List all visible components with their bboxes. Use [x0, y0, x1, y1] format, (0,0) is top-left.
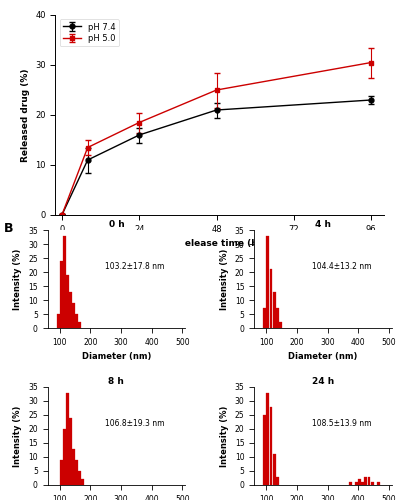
Title: 8 h: 8 h: [109, 377, 124, 386]
Bar: [72, 448, 75, 485]
Bar: [355, 482, 358, 485]
Bar: [267, 236, 269, 328]
Bar: [63, 429, 66, 485]
Bar: [267, 392, 269, 485]
X-axis label: Diameter (nm): Diameter (nm): [82, 352, 151, 362]
Bar: [362, 482, 364, 485]
Bar: [66, 275, 69, 328]
Title: 4 h: 4 h: [315, 220, 331, 229]
Bar: [69, 418, 72, 485]
Bar: [66, 392, 69, 485]
Bar: [367, 476, 370, 485]
Bar: [270, 406, 272, 485]
Bar: [263, 415, 267, 485]
Title: 0 h: 0 h: [109, 220, 124, 229]
Bar: [60, 460, 63, 485]
Text: 106.8±19.3 nm: 106.8±19.3 nm: [105, 419, 165, 428]
Bar: [81, 480, 84, 485]
Y-axis label: Intensity (%): Intensity (%): [13, 406, 23, 466]
Bar: [279, 322, 282, 328]
Text: B: B: [4, 222, 13, 235]
Bar: [358, 480, 361, 485]
Y-axis label: Released drug (%): Released drug (%): [21, 68, 30, 162]
Bar: [270, 269, 272, 328]
Legend: pH 7.4, pH 5.0: pH 7.4, pH 5.0: [60, 19, 119, 46]
Text: 108.5±13.9 nm: 108.5±13.9 nm: [312, 419, 371, 428]
Text: A: A: [16, 0, 26, 2]
Bar: [364, 476, 367, 485]
Bar: [57, 314, 60, 328]
Bar: [272, 292, 276, 328]
Bar: [272, 454, 276, 485]
Bar: [75, 314, 78, 328]
Title: 24 h: 24 h: [312, 377, 334, 386]
Bar: [78, 322, 81, 328]
Bar: [72, 303, 75, 328]
Bar: [75, 460, 78, 485]
Bar: [78, 471, 81, 485]
Text: 103.2±17.8 nm: 103.2±17.8 nm: [105, 262, 165, 271]
Bar: [263, 308, 267, 328]
Y-axis label: Intensity (%): Intensity (%): [220, 406, 229, 466]
Bar: [69, 292, 72, 328]
Bar: [349, 482, 352, 485]
Bar: [60, 261, 63, 328]
Bar: [276, 476, 278, 485]
Bar: [377, 482, 380, 485]
Bar: [276, 308, 278, 328]
X-axis label: Diameter (nm): Diameter (nm): [288, 352, 358, 362]
Bar: [371, 482, 373, 485]
X-axis label: Release time (h): Release time (h): [178, 240, 262, 248]
Y-axis label: Intensity (%): Intensity (%): [13, 248, 23, 310]
Y-axis label: Intensity (%): Intensity (%): [220, 248, 229, 310]
Text: 104.4±13.2 nm: 104.4±13.2 nm: [312, 262, 371, 271]
Bar: [63, 236, 66, 328]
